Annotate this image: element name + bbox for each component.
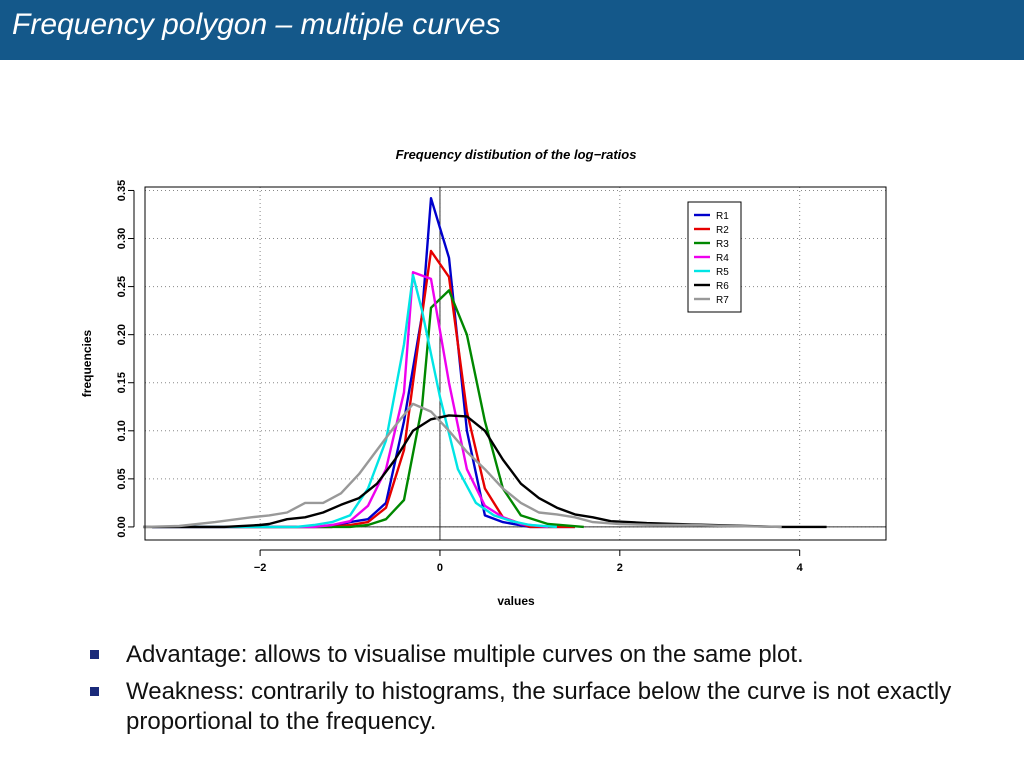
bullet-item-advantage: Advantage: allows to visualise multiple … (90, 640, 970, 671)
chart-title: Frequency distibution of the log−ratios (396, 147, 637, 162)
x-tick-label-0: −2 (254, 562, 267, 574)
legend-label-R5: R5 (716, 267, 729, 278)
y-tick-label-4: 0.20 (116, 324, 128, 345)
series-line-R3 (152, 289, 584, 529)
title-bar (0, 0, 1024, 60)
square-bullet-icon (90, 650, 99, 659)
x-tick-label-3: 4 (797, 562, 804, 574)
series-line-R4 (152, 271, 549, 529)
legend-label-R1: R1 (716, 211, 729, 222)
y-tick-label-5: 0.25 (116, 276, 128, 297)
series-line-R1 (152, 196, 575, 529)
y-tick-label-6: 0.30 (116, 228, 128, 249)
y-tick-label-2: 0.10 (116, 420, 128, 441)
y-tick-label-7: 0.35 (116, 180, 128, 201)
legend-label-R6: R6 (716, 281, 729, 292)
legend-label-R3: R3 (716, 239, 729, 250)
x-tick-label-1: 0 (437, 562, 443, 574)
square-bullet-icon (90, 686, 99, 696)
bullet-text-weakness: Weakness: contrarily to histograms, the … (126, 677, 952, 736)
series-line-R7 (143, 402, 782, 529)
series-line-R2 (152, 249, 575, 529)
bullet-item-weakness: Weakness: contrarily to histograms, the … (90, 677, 970, 738)
series-line-R6 (143, 414, 827, 529)
slide-title: Frequency polygon – multiple curves (12, 8, 501, 41)
y-tick-label-0: 0.00 (116, 516, 128, 537)
y-tick-label-3: 0.15 (116, 372, 128, 393)
y-axis-label: frequencies (80, 329, 94, 397)
plot-frame (144, 186, 887, 541)
series-line-R5 (152, 273, 557, 529)
bullet-text-advantage: Advantage: allows to visualise multiple … (126, 641, 804, 668)
y-tick-label-1: 0.05 (116, 468, 128, 489)
legend-label-R4: R4 (716, 253, 729, 264)
legend-label-R7: R7 (716, 295, 729, 306)
x-tick-label-2: 2 (617, 562, 623, 574)
legend-label-R2: R2 (716, 225, 729, 236)
bullet-list: Advantage: allows to visualise multiple … (90, 640, 970, 744)
x-axis-label: values (497, 594, 535, 608)
